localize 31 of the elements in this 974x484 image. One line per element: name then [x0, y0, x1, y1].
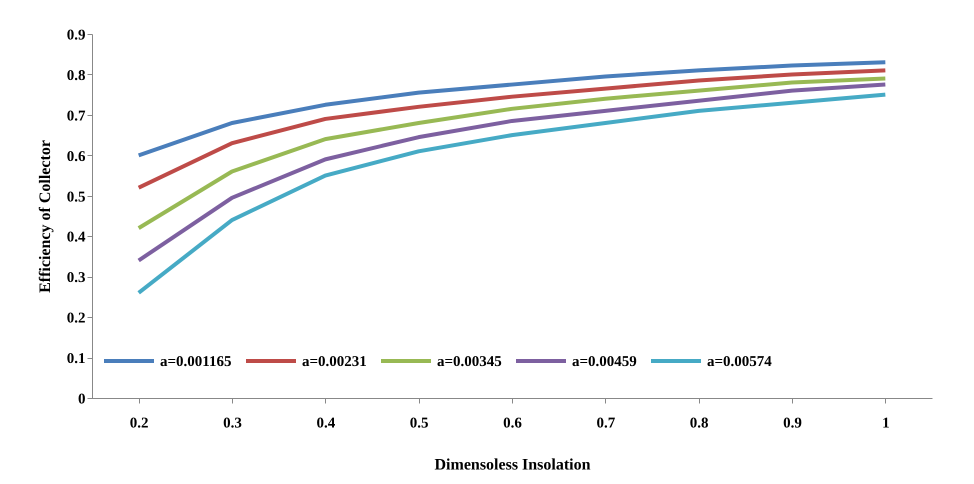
legend-label: a=0.00574 — [707, 354, 772, 370]
line-series — [136, 92, 888, 295]
y-tick-label: 0.3 — [66, 270, 86, 286]
legend-label: a=0.00345 — [437, 354, 502, 370]
y-axis-title: Efficiency of Collector — [36, 140, 54, 293]
y-tick-label: 0 — [78, 392, 86, 408]
x-tick-label: 0.9 — [783, 416, 802, 432]
y-tick-label: 0.9 — [66, 28, 86, 44]
x-tick-label: 0.5 — [410, 416, 429, 432]
x-tick-label: 0.4 — [316, 416, 336, 432]
line-series — [136, 82, 888, 262]
y-tick-label: 0.7 — [66, 108, 86, 124]
x-tick-label: 1 — [882, 416, 890, 432]
y-tick-label: 0.6 — [66, 148, 86, 165]
x-tick-label: 0.8 — [690, 416, 709, 432]
x-tick-label: 0.6 — [503, 416, 522, 432]
y-tick-label: 0.4 — [66, 230, 86, 246]
line-series — [136, 60, 888, 158]
x-tick-label: 0.7 — [596, 416, 616, 432]
y-tick-label: 0.5 — [66, 189, 86, 206]
y-tick-label: 0.2 — [66, 310, 86, 327]
legend-label: a=0.00231 — [302, 354, 367, 370]
x-axis-title: Dimensoless Insolation — [434, 456, 591, 474]
x-tick-label: 0.3 — [223, 416, 242, 432]
legend-label: a=0.001165 — [160, 354, 232, 370]
legend-label: a=0.00459 — [572, 354, 637, 370]
line-series — [136, 76, 888, 230]
y-tick-label: 0.1 — [66, 351, 86, 368]
line-series — [136, 68, 888, 190]
x-tick-label: 0.2 — [130, 416, 149, 432]
y-tick-label: 0.8 — [66, 68, 86, 84]
